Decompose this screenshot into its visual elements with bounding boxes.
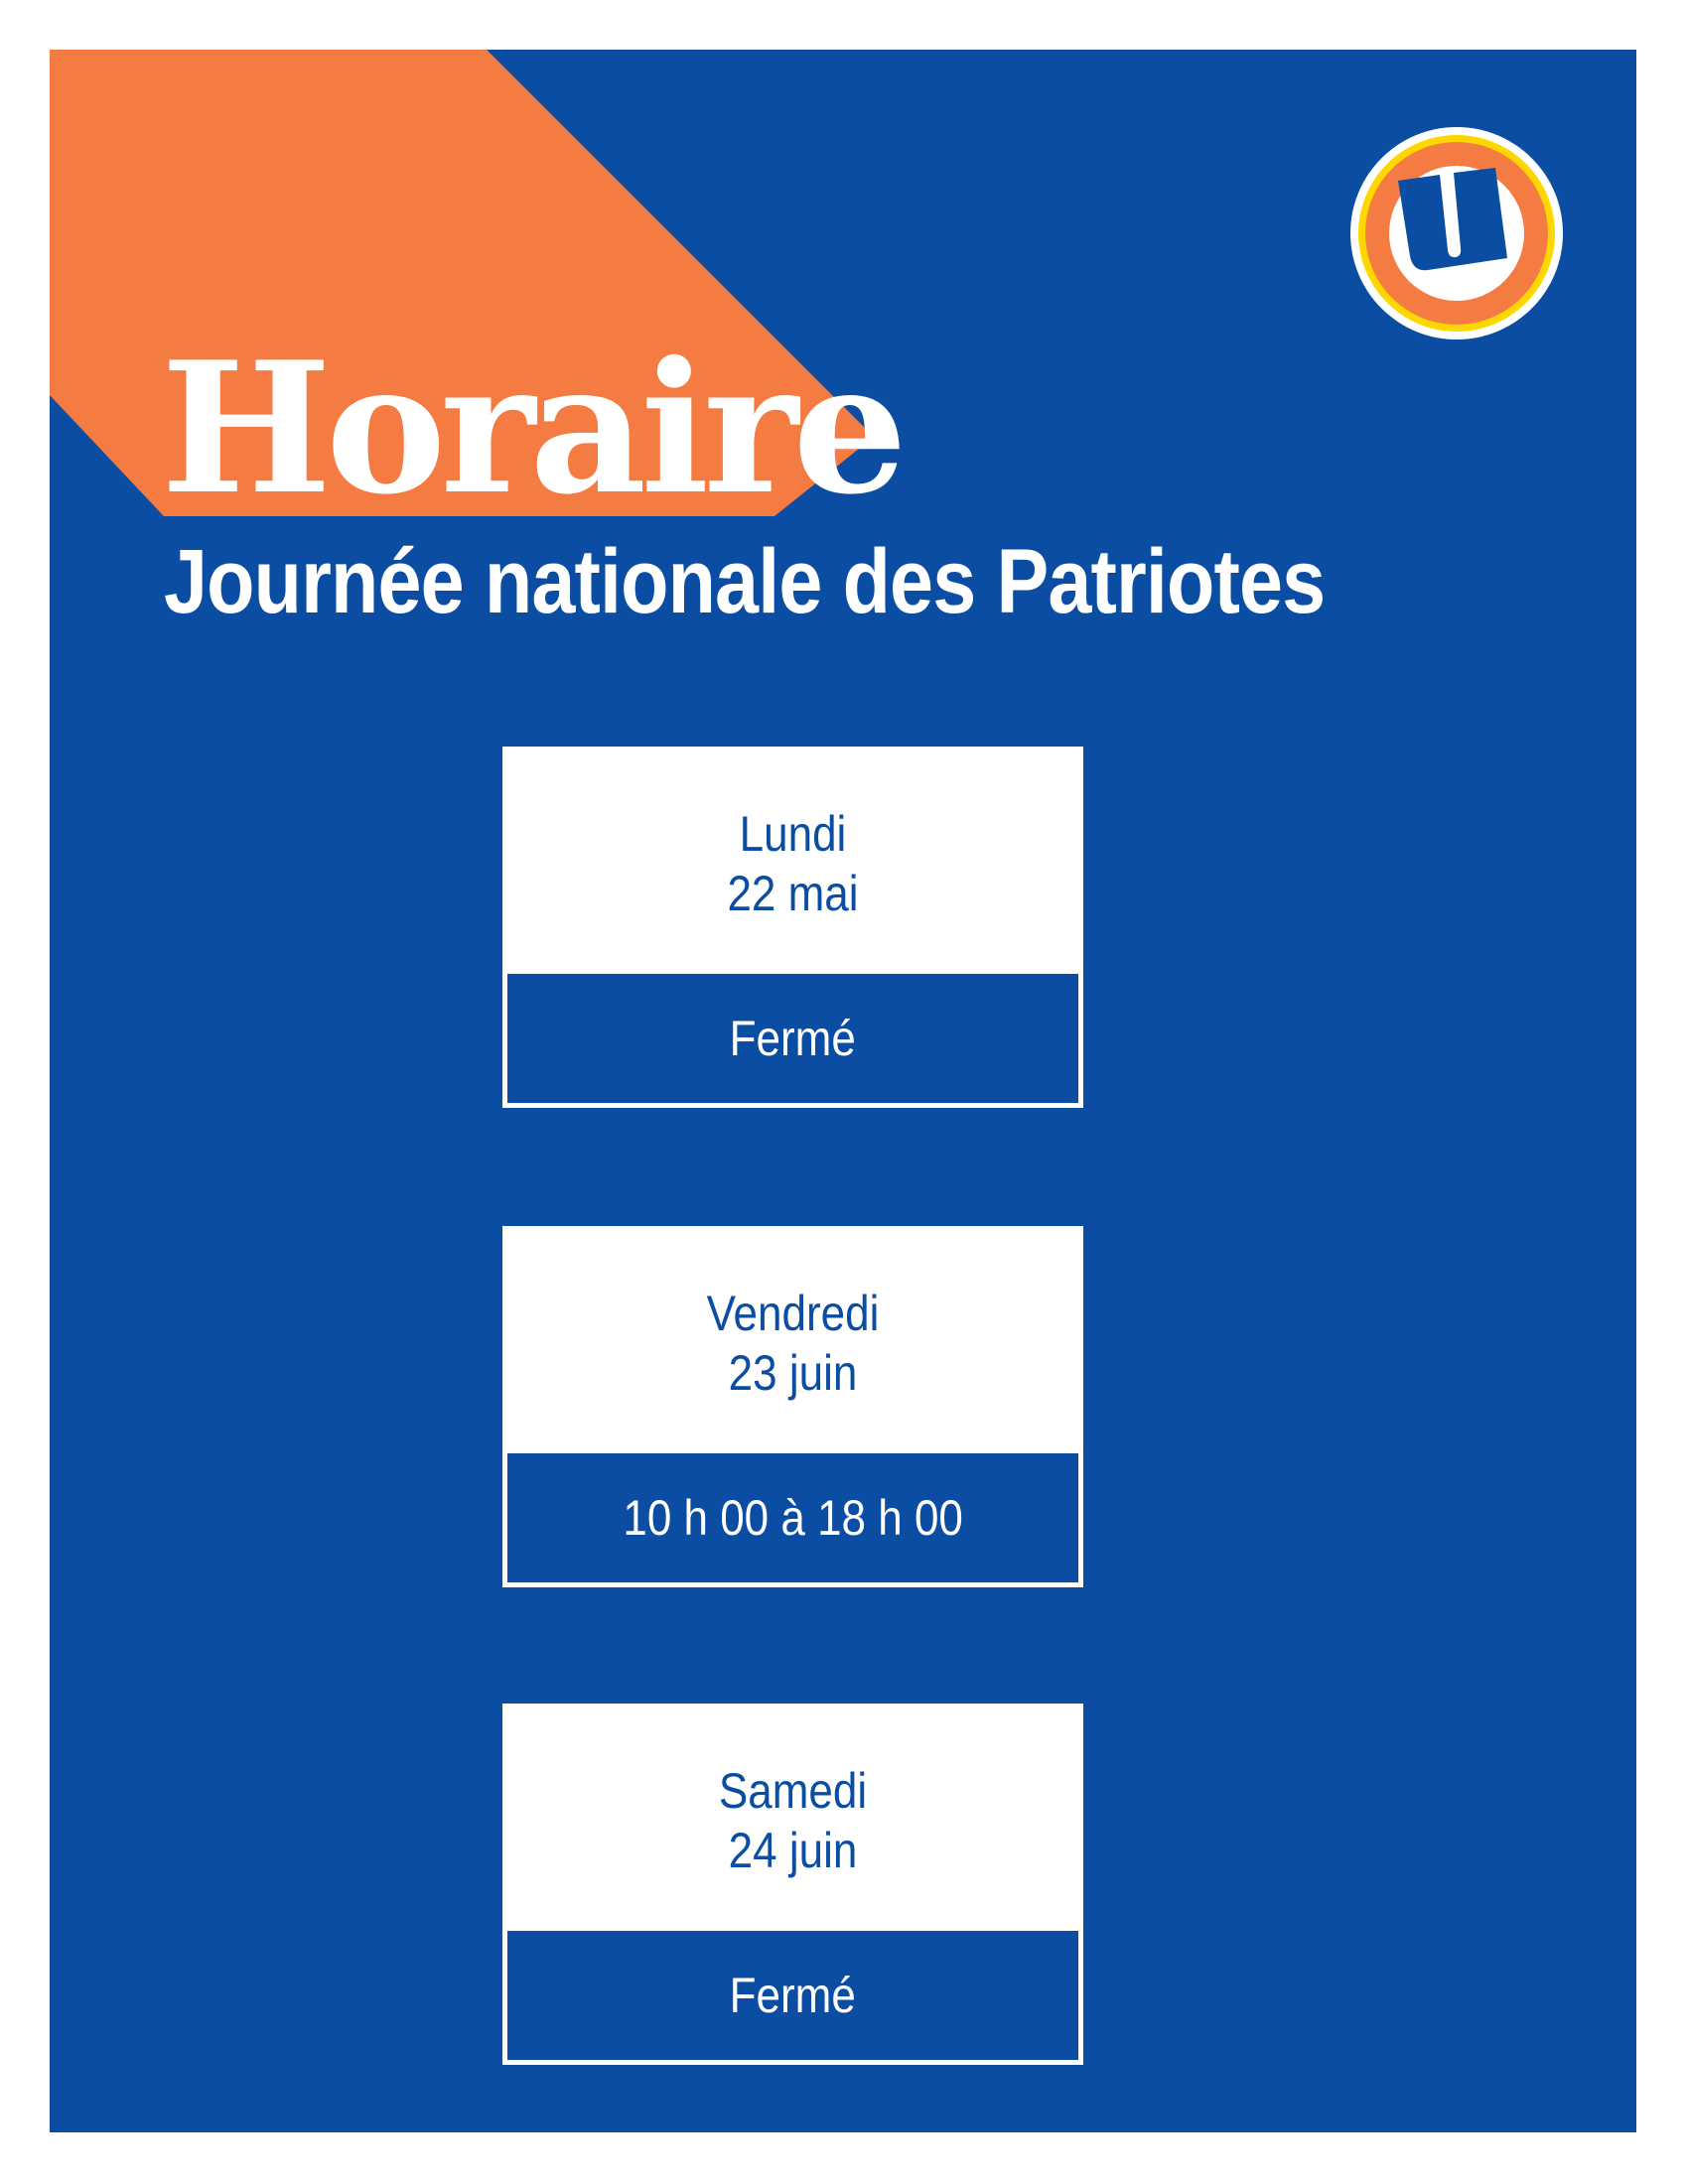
- hours-box: Fermé: [507, 1931, 1078, 2060]
- day-label: Vendredi: [706, 1286, 880, 1341]
- hours-label: Fermé: [729, 1011, 857, 1066]
- page-title: Horaire: [161, 322, 908, 534]
- u-logo-icon: [1350, 127, 1563, 340]
- schedule-card: Samedi 24 juin Fermé: [502, 1704, 1083, 2065]
- schedule-date: Vendredi 23 juin: [537, 1284, 1049, 1403]
- hours-box: Fermé: [507, 974, 1078, 1103]
- orange-diagonal-stripe: [50, 50, 874, 516]
- schedule-date: Lundi 22 mai: [537, 804, 1049, 923]
- date-label: 24 juin: [728, 1823, 858, 1878]
- date-label: 23 juin: [728, 1345, 858, 1401]
- schedule-card: Vendredi 23 juin 10 h 00 à 18 h 00: [502, 1226, 1083, 1587]
- date-label: 22 mai: [727, 866, 859, 921]
- hours-label: 10 h 00 à 18 h 00: [623, 1490, 963, 1546]
- schedule-card: Lundi 22 mai Fermé: [502, 747, 1083, 1108]
- hours-label: Fermé: [729, 1968, 857, 2023]
- hours-box: 10 h 00 à 18 h 00: [507, 1453, 1078, 1582]
- day-label: Samedi: [718, 1763, 868, 1819]
- day-label: Lundi: [739, 806, 847, 862]
- schedule-date: Samedi 24 juin: [537, 1761, 1049, 1880]
- page-subtitle: Journée nationale des Patriotes: [164, 531, 1326, 632]
